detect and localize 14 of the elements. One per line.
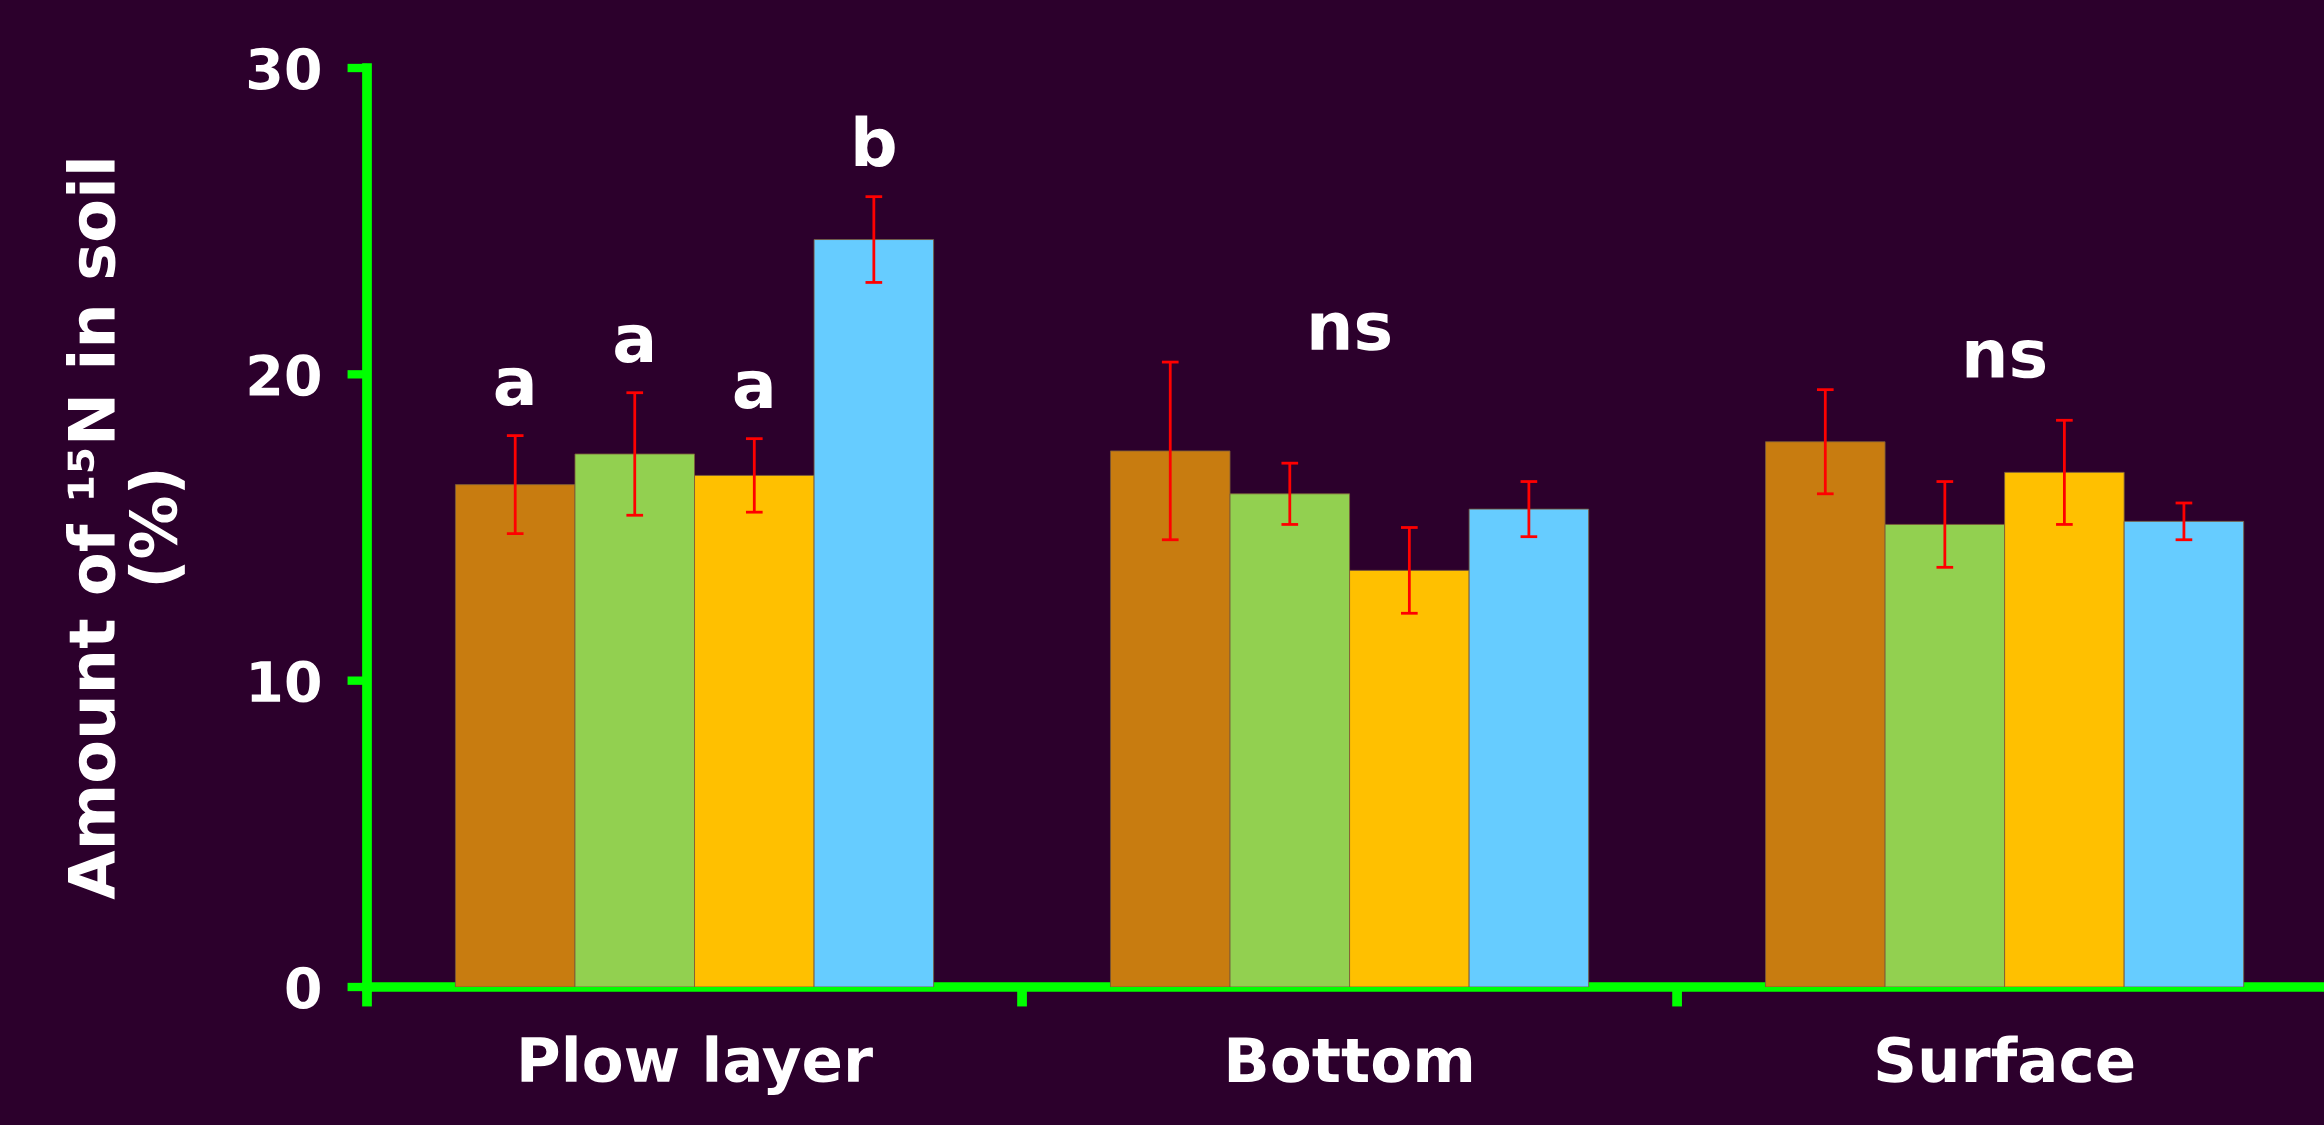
annotation: a	[615, 324, 652, 364]
annotation: ns	[1311, 312, 1390, 351]
annotation: ns	[1966, 340, 2046, 379]
annotation: a	[495, 367, 533, 406]
y-tick-label: 0	[286, 966, 320, 1009]
y-axis-title: Amount of ¹⁵N in soil (%)	[66, 160, 185, 900]
y-tick-label: 10	[251, 660, 320, 703]
y-tick-label: 20	[249, 354, 320, 397]
annotation: b	[855, 115, 895, 167]
x-tick-label: Plow layer	[521, 1035, 873, 1095]
annotation: a	[734, 370, 772, 409]
x-tick-label: Surface	[1877, 1035, 2134, 1083]
y-tick-label: 30	[248, 47, 320, 90]
x-tick-label: Bottom	[1228, 1037, 1472, 1083]
